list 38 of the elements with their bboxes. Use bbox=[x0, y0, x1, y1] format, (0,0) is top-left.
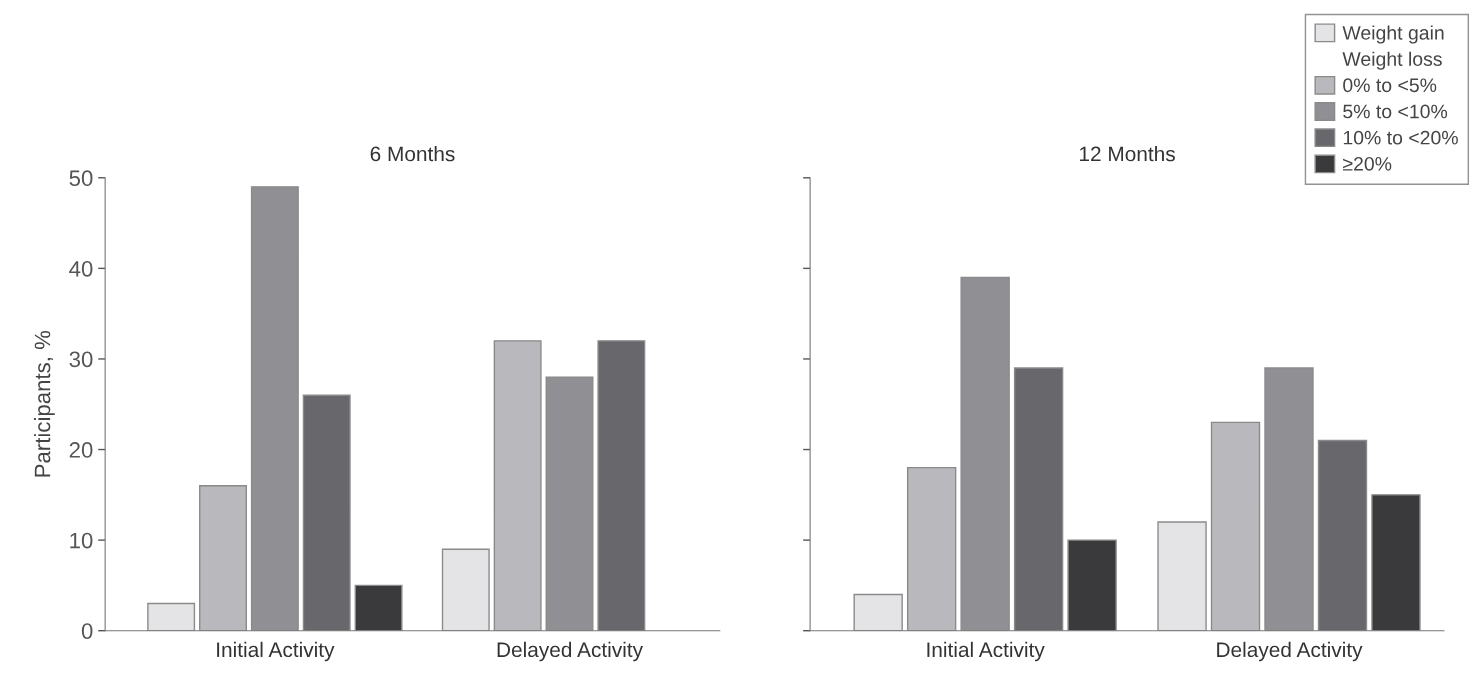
bar bbox=[906, 466, 957, 631]
y-tick-label: 30 bbox=[69, 351, 93, 368]
bar bbox=[1067, 539, 1117, 631]
bar bbox=[545, 376, 594, 631]
bar bbox=[1157, 521, 1207, 631]
bar bbox=[1013, 367, 1064, 631]
y-axis-title: Participants, % bbox=[34, 330, 55, 477]
y-tick-label: 40 bbox=[69, 260, 93, 277]
bar bbox=[493, 340, 542, 631]
bar bbox=[441, 548, 490, 631]
bar bbox=[960, 276, 1010, 631]
y-tick-label: 0 bbox=[81, 623, 93, 639]
bar bbox=[853, 593, 903, 631]
chart-title: 6 Months bbox=[370, 146, 455, 162]
bar bbox=[354, 584, 403, 631]
legend-label: 5% to <10% bbox=[1343, 104, 1448, 119]
x-tick-label: Delayed Activity bbox=[497, 641, 643, 662]
x-tick-label: Initial Activity bbox=[927, 641, 1045, 662]
bar bbox=[250, 186, 299, 631]
x-tick-label: Delayed Activity bbox=[1217, 641, 1363, 662]
y-tick-label: 10 bbox=[70, 532, 93, 549]
legend-label: ≥20% bbox=[1343, 156, 1392, 171]
bar bbox=[1264, 367, 1314, 631]
y-tick-label: 50 bbox=[69, 170, 93, 187]
legend-label: 10% to <20% bbox=[1343, 130, 1458, 145]
bar bbox=[199, 485, 247, 631]
bar bbox=[597, 340, 646, 631]
x-tick-label: Initial Activity bbox=[217, 641, 335, 662]
bar bbox=[147, 602, 196, 631]
bar bbox=[302, 394, 351, 631]
text: Weight loss bbox=[1342, 51, 1442, 70]
y-tick-label: 20 bbox=[69, 442, 93, 458]
chart-title: 12 Months bbox=[1079, 146, 1175, 162]
legend-label: Weight gain bbox=[1342, 25, 1444, 44]
bar bbox=[1210, 421, 1261, 631]
bar bbox=[1371, 494, 1421, 631]
bar bbox=[1317, 439, 1368, 631]
legend-label: 0% to <5% bbox=[1343, 78, 1437, 93]
